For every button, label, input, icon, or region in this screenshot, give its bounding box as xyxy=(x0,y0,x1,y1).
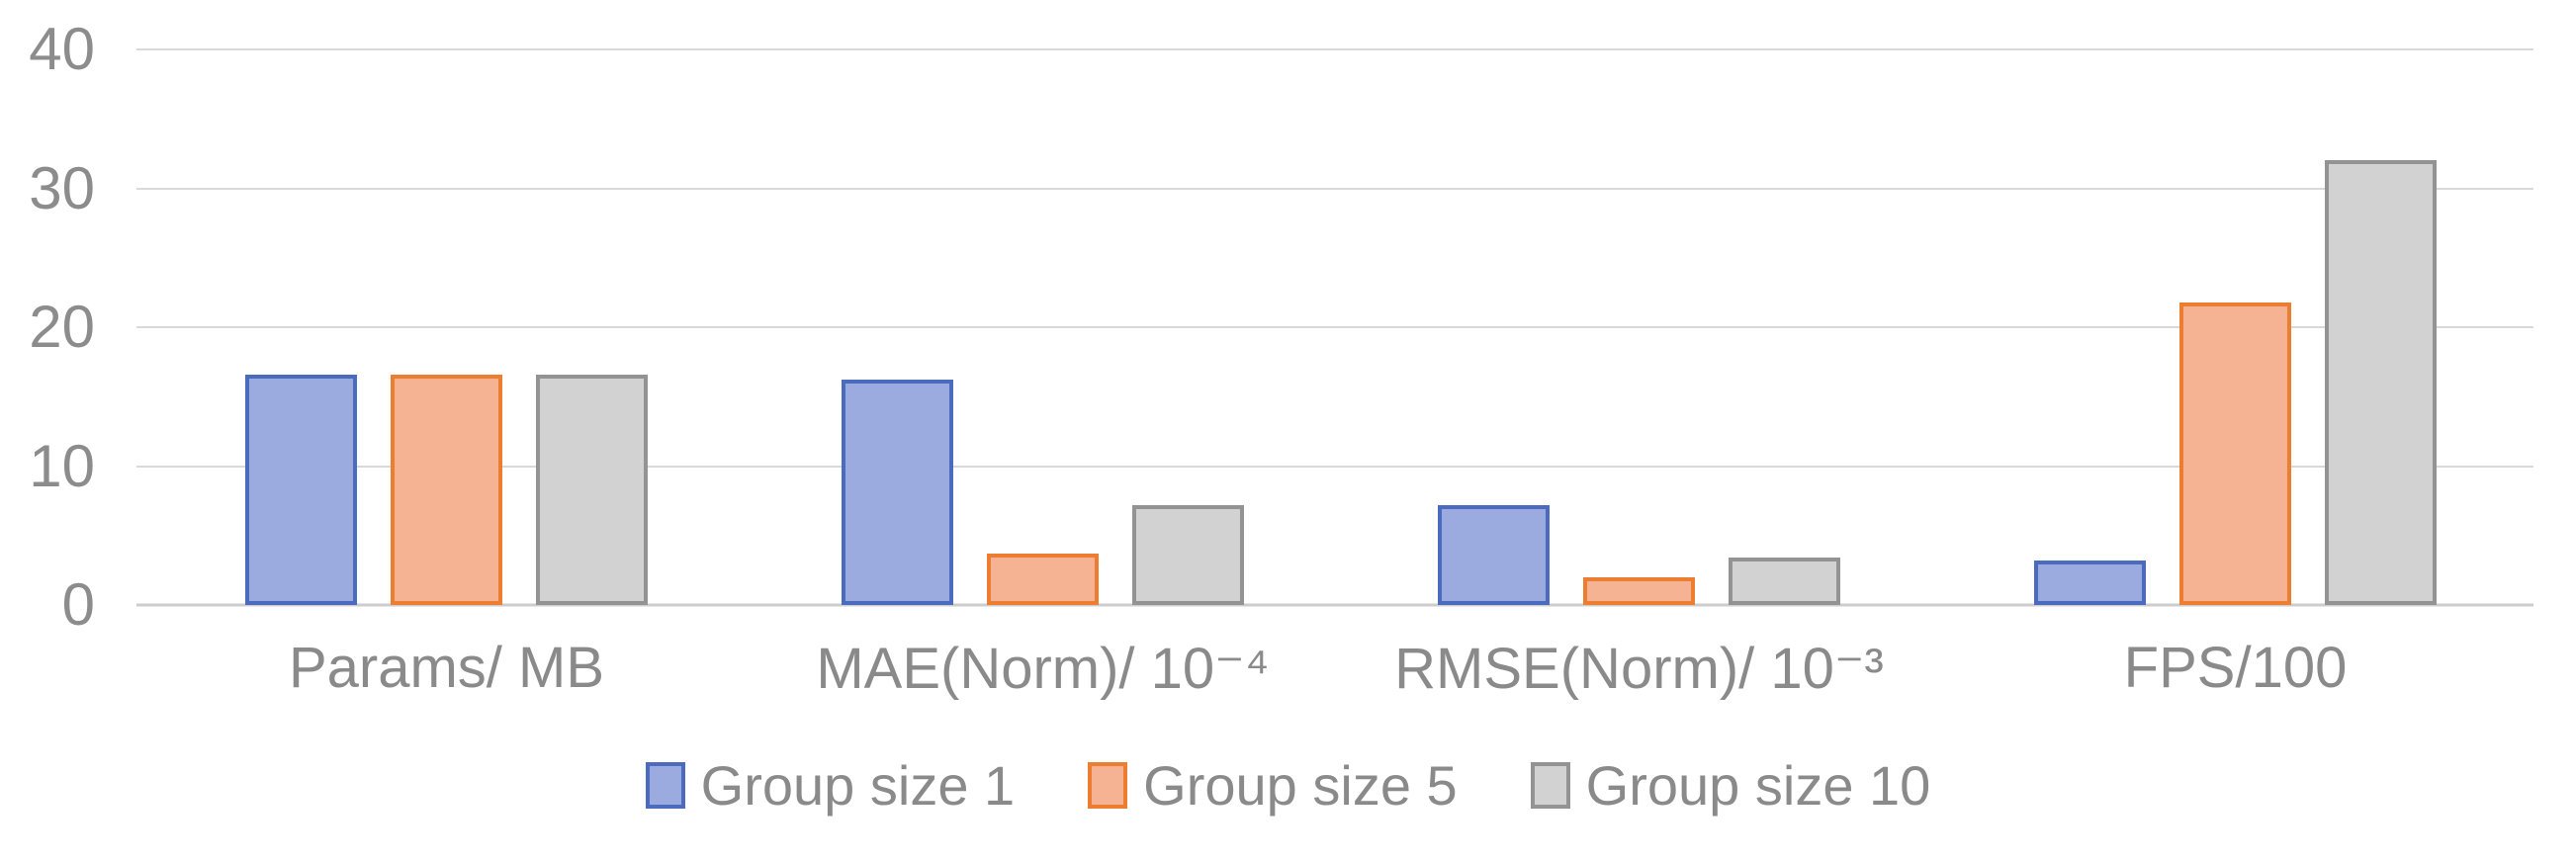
legend-swatch-icon xyxy=(645,762,685,809)
legend-label-0: Group size 1 xyxy=(700,754,1016,817)
bar-series-2-cat-0 xyxy=(536,374,648,605)
legend-label-2: Group size 10 xyxy=(1585,754,1931,817)
y-tick-label-20: 20 xyxy=(29,294,95,360)
legend-item-0: Group size 1 xyxy=(645,753,1016,818)
gridline-20 xyxy=(136,326,2533,328)
bar-group-2 xyxy=(1341,49,1937,605)
bar-series-2-cat-2 xyxy=(1729,558,1840,605)
bar-series-0-cat-0 xyxy=(245,374,357,605)
x-axis-line xyxy=(136,603,2533,607)
bar-group-3 xyxy=(1937,49,2533,605)
bar-series-2-cat-1 xyxy=(1132,504,1244,605)
y-tick-label-0: 0 xyxy=(61,571,95,638)
legend-label-1: Group size 5 xyxy=(1143,754,1458,817)
y-axis: 0 10 20 30 40 xyxy=(0,20,95,635)
y-tick-label-10: 10 xyxy=(29,432,95,499)
x-category-label-2: RMSE(Norm)/ 10⁻³ xyxy=(1394,637,1884,701)
legend-swatch-icon xyxy=(1088,762,1128,809)
bar-series-1-cat-0 xyxy=(391,374,502,605)
legend: Group size 1 Group size 5 Group size 10 xyxy=(0,753,2576,818)
legend-swatch-icon xyxy=(1530,762,1570,809)
x-axis: Params/ MB MAE(Norm)/ 10⁻⁴ RMSE(Norm)/ 10⁻… xyxy=(148,635,2533,702)
x-category-label-1: MAE(Norm)/ 10⁻⁴ xyxy=(816,637,1270,701)
bar-group-1 xyxy=(745,49,1341,605)
gridline-40 xyxy=(136,48,2533,50)
gridline-10 xyxy=(136,465,2533,468)
bar-series-1-cat-2 xyxy=(1583,576,1695,605)
legend-item-2: Group size 10 xyxy=(1530,753,1931,818)
plot-area xyxy=(136,48,2533,607)
bar-series-2-cat-3 xyxy=(2325,160,2437,605)
bar-series-0-cat-1 xyxy=(842,380,953,605)
gridline-30 xyxy=(136,187,2533,190)
x-category-label-0: Params/ MB xyxy=(288,636,605,700)
y-tick-label-30: 30 xyxy=(29,154,95,221)
bar-series-0-cat-2 xyxy=(1438,504,1550,605)
bar-series-0-cat-3 xyxy=(2034,561,2146,605)
legend-item-1: Group size 5 xyxy=(1088,753,1458,818)
bar-group-0 xyxy=(148,49,745,605)
bar-series-1-cat-1 xyxy=(987,554,1099,605)
x-category-label-3: FPS/100 xyxy=(2123,636,2348,700)
bar-series-1-cat-3 xyxy=(2179,302,2291,605)
y-tick-label-40: 40 xyxy=(29,16,95,82)
